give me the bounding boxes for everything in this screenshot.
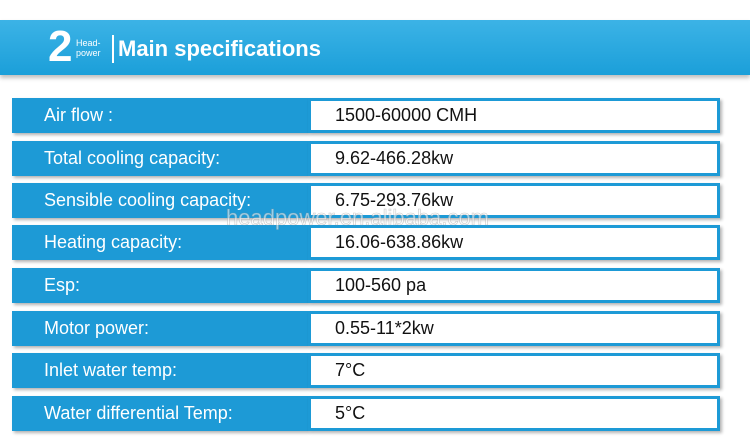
spec-row: Air flow :1500-60000 CMH	[12, 98, 720, 133]
spec-label: Sensible cooling capacity:	[12, 183, 308, 218]
divider	[112, 35, 114, 63]
spec-label: Total cooling capacity:	[12, 141, 308, 176]
section-title: Main specifications	[118, 36, 321, 61]
spec-label: Water differential Temp:	[12, 396, 308, 431]
spec-row: Esp: 100-560 pa	[12, 268, 720, 303]
header-band: 2 Head- power Main specifications	[0, 20, 750, 75]
spec-value: 5°C	[308, 396, 720, 431]
spec-row: Sensible cooling capacity: 6.75-293.76kw	[12, 183, 720, 218]
section-number: 2	[48, 22, 73, 71]
spec-row: Heating capacity: 16.06-638.86kw	[12, 225, 720, 260]
spec-label: Motor power:	[12, 311, 308, 346]
spec-row: Inlet water temp: 7°C	[12, 353, 720, 388]
spec-label: Esp:	[12, 268, 308, 303]
spec-row: Water differential Temp: 5°C	[12, 396, 720, 431]
brand: Head- power	[76, 38, 101, 58]
watermark: headpower.en.alibaba.com	[226, 205, 490, 231]
spec-label: Inlet water temp:	[12, 353, 308, 388]
spec-value: 1500-60000 CMH	[308, 98, 720, 133]
spec-row: Total cooling capacity: 9.62-466.28kw	[12, 141, 720, 176]
spec-value: 9.62-466.28kw	[308, 141, 720, 176]
spec-value: 16.06-638.86kw	[308, 225, 720, 260]
spec-row: Motor power: 0.55-11*2kw	[12, 311, 720, 346]
spec-value: 6.75-293.76kw	[308, 183, 720, 218]
spec-value: 0.55-11*2kw	[308, 311, 720, 346]
spec-label: Heating capacity:	[12, 225, 308, 260]
brand-line: power	[76, 48, 101, 58]
spec-value: 100-560 pa	[308, 268, 720, 303]
spec-value: 7°C	[308, 353, 720, 388]
brand-line: Head-	[76, 38, 101, 48]
spec-label: Air flow :	[12, 98, 308, 133]
